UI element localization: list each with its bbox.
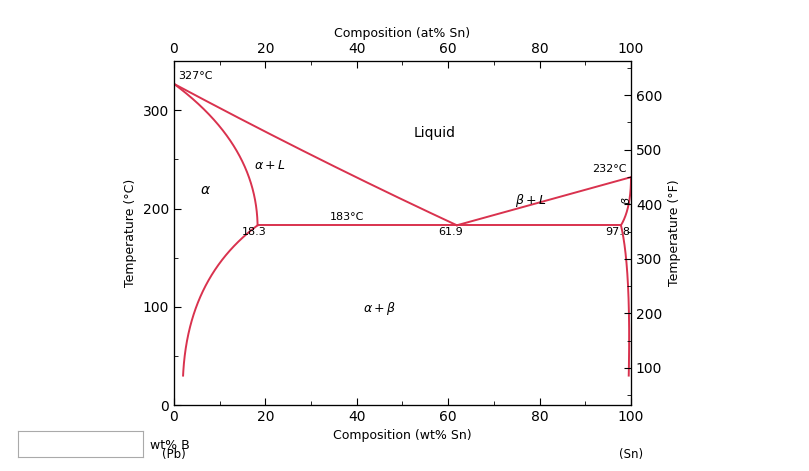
Text: $\alpha$: $\alpha$: [201, 183, 211, 197]
Y-axis label: Temperature (°F): Temperature (°F): [667, 180, 681, 286]
Text: $\alpha + \beta$: $\alpha + \beta$: [363, 300, 396, 317]
Text: Liquid: Liquid: [413, 126, 455, 140]
Text: 61.9: 61.9: [438, 227, 463, 237]
Text: $\alpha + L$: $\alpha + L$: [254, 159, 286, 172]
Text: 232°C: 232°C: [592, 164, 627, 174]
Y-axis label: Temperature (°C): Temperature (°C): [124, 179, 138, 287]
Text: 97.8: 97.8: [605, 227, 630, 237]
Text: (Sn): (Sn): [619, 448, 643, 461]
Text: $\beta + L$: $\beta + L$: [515, 192, 546, 209]
X-axis label: Composition (at% Sn): Composition (at% Sn): [334, 27, 471, 40]
Text: 18.3: 18.3: [242, 227, 266, 237]
Text: $\beta$: $\beta$: [621, 196, 634, 205]
Text: (Pb): (Pb): [162, 448, 186, 461]
Text: 327°C: 327°C: [179, 71, 213, 81]
X-axis label: Composition (wt% Sn): Composition (wt% Sn): [333, 430, 472, 442]
Text: 183°C: 183°C: [329, 212, 364, 222]
Text: wt% B: wt% B: [150, 439, 189, 452]
